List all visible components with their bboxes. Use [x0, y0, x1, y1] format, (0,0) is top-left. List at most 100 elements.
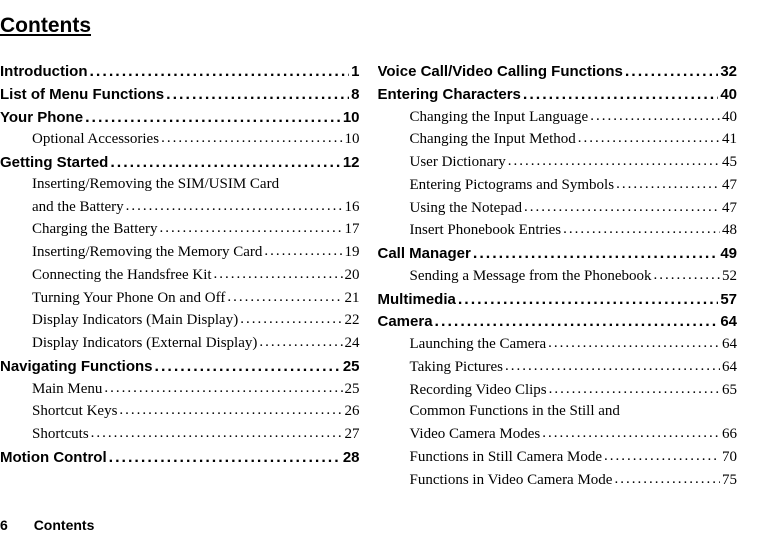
toc-leader: [240, 309, 342, 324]
toc-entry-wrap: Common Functions in the Still and: [378, 401, 738, 423]
toc-page-number: 40: [720, 84, 737, 106]
toc-section: Multimedia 57: [378, 288, 738, 311]
toc-leader: [505, 356, 720, 371]
toc-page-number: 65: [722, 380, 737, 402]
toc-section: Voice Call/Video Calling Functions 32: [378, 60, 738, 83]
toc-page-number: 64: [722, 357, 737, 379]
toc-label: Turning Your Phone On and Off: [32, 288, 225, 310]
toc-entry: Functions in Video Camera Mode 75: [378, 469, 738, 492]
toc-leader: [625, 60, 718, 76]
toc-label: Using the Notepad: [410, 198, 522, 220]
toc-leader: [654, 265, 720, 280]
toc-label: Functions in Video Camera Mode: [410, 470, 613, 492]
toc-leader: [542, 423, 720, 438]
toc-label: Changing the Input Language: [410, 107, 589, 129]
toc-leader: [259, 332, 342, 347]
toc-label: Sending a Message from the Phonebook: [410, 266, 652, 288]
toc-section: List of Menu Functions 8: [0, 83, 360, 106]
toc-leader: [110, 151, 340, 167]
toc-label: Camera: [378, 311, 433, 333]
toc-leader: [214, 264, 343, 279]
toc-label: Multimedia: [378, 289, 456, 311]
toc-page-number: 48: [722, 220, 737, 242]
toc-entry-wrap: Inserting/Removing the SIM/USIM Card: [0, 174, 360, 196]
toc-entry: Optional Accessories 10: [0, 128, 360, 151]
toc-page-number: 47: [722, 175, 737, 197]
toc-page-number: 1: [351, 61, 359, 83]
toc-entry: Shortcut Keys 26: [0, 400, 360, 423]
toc-page-number: 66: [722, 424, 737, 446]
toc-label: Video Camera Modes: [410, 424, 541, 446]
toc-entry: Sending a Message from the Phonebook 52: [378, 265, 738, 288]
toc-leader: [119, 400, 342, 415]
toc-leader: [126, 196, 343, 211]
page-title: Contents: [0, 14, 737, 38]
toc-page-number: 27: [345, 424, 360, 446]
toc-page-number: 21: [345, 288, 360, 310]
toc-entry: Functions in Still Camera Mode 70: [378, 446, 738, 469]
toc-page-number: 17: [345, 219, 360, 241]
toc-leader: [264, 241, 342, 256]
toc-page-number: 10: [345, 129, 360, 151]
toc-page-number: 49: [720, 243, 737, 265]
toc-entry: Shortcuts 27: [0, 423, 360, 446]
toc-label: Navigating Functions: [0, 356, 153, 378]
toc-page-number: 25: [345, 379, 360, 401]
toc-leader: [473, 242, 718, 258]
toc-leader: [508, 151, 720, 166]
toc-label: Recording Video Clips: [410, 380, 547, 402]
toc-leader: [227, 287, 342, 302]
toc-leader: [91, 423, 343, 438]
toc-section: Introduction 1: [0, 60, 360, 83]
toc-column-right: Voice Call/Video Calling Functions 32Ent…: [378, 60, 738, 491]
toc-page-number: 28: [343, 447, 360, 469]
toc-leader: [604, 446, 720, 461]
toc-page-number: 12: [343, 152, 360, 174]
contents-page: Contents Introduction 1List of Menu Func…: [0, 0, 767, 549]
toc-page-number: 16: [345, 197, 360, 219]
page-footer: 6 Contents: [0, 517, 94, 533]
toc-label: Insert Phonebook Entries: [410, 220, 562, 242]
toc-entry: User Dictionary 45: [378, 151, 738, 174]
toc-entry: Display Indicators (External Display) 24: [0, 332, 360, 355]
toc-leader: [578, 128, 720, 143]
toc-label: Display Indicators (External Display): [32, 333, 257, 355]
toc-entry: Inserting/Removing the Memory Card 19: [0, 241, 360, 264]
toc-page-number: 45: [722, 152, 737, 174]
toc-leader: [563, 219, 720, 234]
toc-entry: Launching the Camera 64: [378, 333, 738, 356]
toc-label: Charging the Battery: [32, 219, 158, 241]
toc-leader: [161, 128, 342, 143]
toc-label: Getting Started: [0, 152, 108, 174]
toc-label: Optional Accessories: [32, 129, 159, 151]
toc-leader: [109, 446, 341, 462]
toc-label: Connecting the Handsfree Kit: [32, 265, 212, 287]
toc-leader: [155, 355, 341, 371]
toc-label: User Dictionary: [410, 152, 506, 174]
toc-entry: and the Battery 16: [0, 196, 360, 219]
toc-entry: Insert Phonebook Entries 48: [378, 219, 738, 242]
toc-label: Launching the Camera: [410, 334, 547, 356]
toc-page-number: 64: [720, 311, 737, 333]
toc-leader: [104, 378, 342, 393]
toc-section: Entering Characters 40: [378, 83, 738, 106]
toc-label: List of Menu Functions: [0, 84, 164, 106]
toc-page-number: 32: [720, 61, 737, 83]
toc-entry: Changing the Input Method 41: [378, 128, 738, 151]
toc-leader: [524, 197, 720, 212]
toc-section: Navigating Functions 25: [0, 355, 360, 378]
toc-leader: [549, 379, 720, 394]
toc-label: Changing the Input Method: [410, 129, 576, 151]
toc-label: Introduction: [0, 61, 87, 83]
toc-entry: Taking Pictures 64: [378, 356, 738, 379]
toc-entry: Connecting the Handsfree Kit 20: [0, 264, 360, 287]
footer-page-number: 6: [0, 517, 8, 533]
toc-label: Inserting/Removing the Memory Card: [32, 242, 262, 264]
toc-entry: Main Menu 25: [0, 378, 360, 401]
toc-leader: [435, 310, 719, 326]
toc-label: Motion Control: [0, 447, 107, 469]
toc-entry: Changing the Input Language 40: [378, 106, 738, 129]
toc-section: Motion Control 28: [0, 446, 360, 469]
toc-section: Call Manager 49: [378, 242, 738, 265]
toc-page-number: 41: [722, 129, 737, 151]
